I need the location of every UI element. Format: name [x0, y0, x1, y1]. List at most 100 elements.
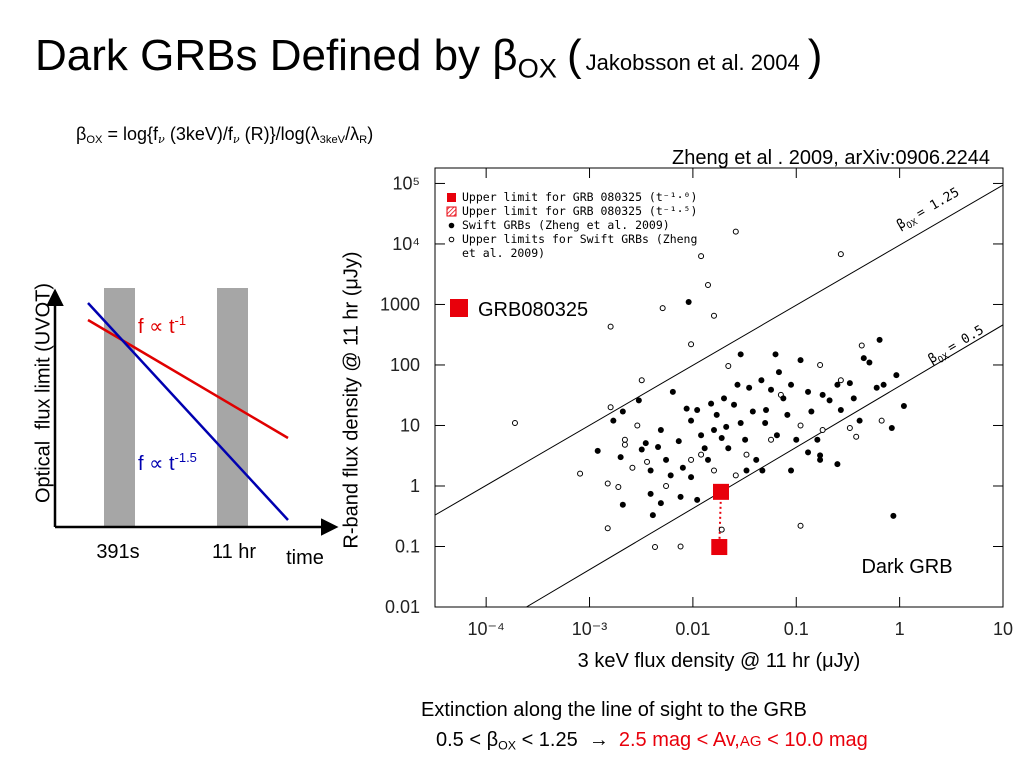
point — [657, 500, 664, 507]
time-band — [217, 288, 248, 527]
y-tick-label: 10 — [400, 415, 420, 435]
point — [817, 452, 824, 459]
footer-sub: OX — [498, 738, 517, 753]
point — [758, 377, 765, 384]
point-square — [711, 539, 728, 556]
footer-part: 2.5 mag < Av, — [618, 729, 740, 751]
label-text: = 0.5 — [945, 323, 986, 356]
point-open — [615, 484, 622, 491]
point-open — [652, 544, 659, 551]
decay-label-blue: f ∝ t-1.5 — [138, 450, 197, 475]
point — [805, 388, 812, 395]
point-open — [797, 422, 804, 429]
point-open — [797, 522, 804, 529]
x-axis-title: 3 keV flux density @ 11 hr (μJy) — [578, 650, 861, 672]
legend-label: Upper limits for Swift GRBs (Zheng et al… — [462, 232, 698, 260]
limit-connector — [718, 491, 722, 548]
y-tick-label: 0.01 — [385, 597, 420, 617]
legend-label: Swift GRBs (Zheng et al. 2009) — [462, 218, 670, 232]
point — [797, 357, 804, 364]
point — [900, 402, 907, 409]
decay-label-exponent: -1 — [175, 313, 187, 328]
point — [737, 351, 744, 358]
title-main: Dark GRBs Defined by β — [35, 31, 518, 80]
point — [688, 417, 695, 424]
point — [805, 449, 812, 456]
plot-frame — [434, 167, 1004, 608]
point — [826, 397, 833, 404]
point — [817, 456, 824, 463]
point-open — [698, 451, 705, 458]
point — [819, 391, 826, 398]
legend-entry: Swift GRBs (Zheng et al. 2009) — [446, 218, 716, 232]
annotation: Dark GRB — [861, 556, 952, 578]
point-square — [712, 483, 729, 500]
footer-sub: AG — [739, 733, 762, 750]
point-open — [837, 251, 844, 258]
point — [731, 401, 738, 408]
point-open — [819, 427, 826, 434]
point-open — [732, 472, 739, 479]
y-tick-label: 10⁴ — [392, 234, 420, 254]
footer-part: < 10.0 mag — [761, 729, 868, 751]
formula-part: (R)}/log(λ — [239, 124, 320, 144]
series — [712, 483, 729, 500]
schematic-y-label: Optical flux limit (UVOT) — [32, 283, 54, 503]
point-open — [725, 363, 732, 370]
point-open — [638, 377, 645, 384]
reference-line-label: βOX= 0.5 — [926, 323, 988, 370]
point — [780, 395, 787, 402]
point — [669, 388, 676, 395]
title-subscript: OX — [517, 52, 557, 84]
footer-part: < 1.25 → — [516, 729, 609, 751]
point-open — [698, 253, 705, 260]
legend-label: Upper limit for GRB 080325 (t⁻¹·⁵) — [462, 204, 698, 218]
point — [759, 467, 766, 474]
y-tick-label: 100 — [390, 355, 420, 375]
point-open — [577, 470, 584, 477]
point — [683, 405, 690, 412]
point-open — [677, 543, 684, 550]
point-open — [621, 441, 628, 448]
point-open — [878, 417, 885, 424]
point — [788, 381, 795, 388]
point — [704, 456, 711, 463]
y-tick-label: 1 — [410, 476, 420, 496]
point — [734, 381, 741, 388]
point — [638, 446, 645, 453]
point — [837, 407, 844, 414]
decay-label-red: f ∝ t-1 — [138, 313, 186, 338]
point-open — [768, 436, 775, 443]
legend-entry: Upper limits for Swift GRBs (Zheng et al… — [446, 232, 716, 260]
point — [635, 397, 642, 404]
decay-line-blue — [87, 302, 289, 521]
point-open — [858, 342, 865, 349]
point-open — [743, 451, 750, 458]
point-open — [604, 525, 611, 532]
point — [793, 436, 800, 443]
label-subscript: OX — [905, 217, 920, 231]
time-label: 391s — [96, 541, 139, 563]
point-open — [663, 482, 670, 489]
series — [511, 228, 885, 551]
x-tick-label: 0.01 — [675, 619, 710, 639]
x-tick-label: 1 — [895, 619, 905, 639]
point-open — [604, 480, 611, 487]
point-open — [853, 433, 860, 440]
schematic: Optical flux limit (UVOT) 391s 11 hr tim… — [32, 283, 339, 569]
point — [834, 461, 841, 468]
point — [890, 512, 897, 519]
point — [617, 454, 624, 461]
point — [814, 436, 821, 443]
point — [749, 408, 756, 415]
time-band — [104, 288, 135, 527]
point — [655, 444, 662, 451]
point-open — [621, 436, 628, 443]
point-open — [629, 464, 636, 471]
point-open — [846, 424, 853, 431]
reference-lines — [435, 184, 1003, 607]
legend-marker — [446, 206, 457, 217]
decay-label-text: f ∝ t — [138, 453, 175, 475]
point — [677, 493, 684, 500]
